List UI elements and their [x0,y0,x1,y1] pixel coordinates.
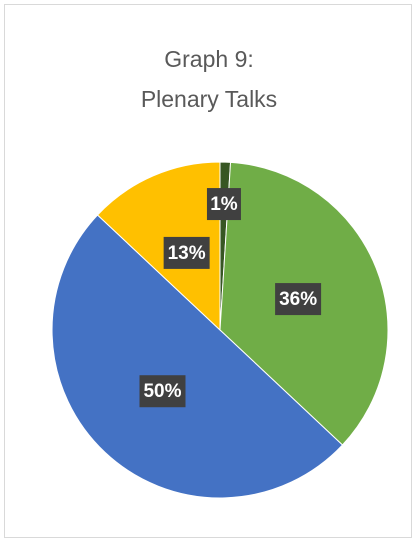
data-label-box [163,236,210,269]
pie-slice [96,161,221,332]
chart-title: Plenary Talks [141,86,277,112]
data-label-box [139,375,186,408]
chart-title: Graph 9: [164,46,254,72]
data-label: 13% [168,243,206,264]
data-label-box [275,283,322,316]
data-label: 36% [279,289,317,310]
data-label-group: 1% [206,188,241,221]
data-label-group: 36% [275,283,322,316]
data-label-group: 13% [163,236,210,269]
pie-slice [51,214,344,499]
data-label-box [206,188,241,221]
data-label: 1% [210,194,238,215]
data-label-group: 50% [139,375,186,408]
data-label: 50% [143,381,181,402]
